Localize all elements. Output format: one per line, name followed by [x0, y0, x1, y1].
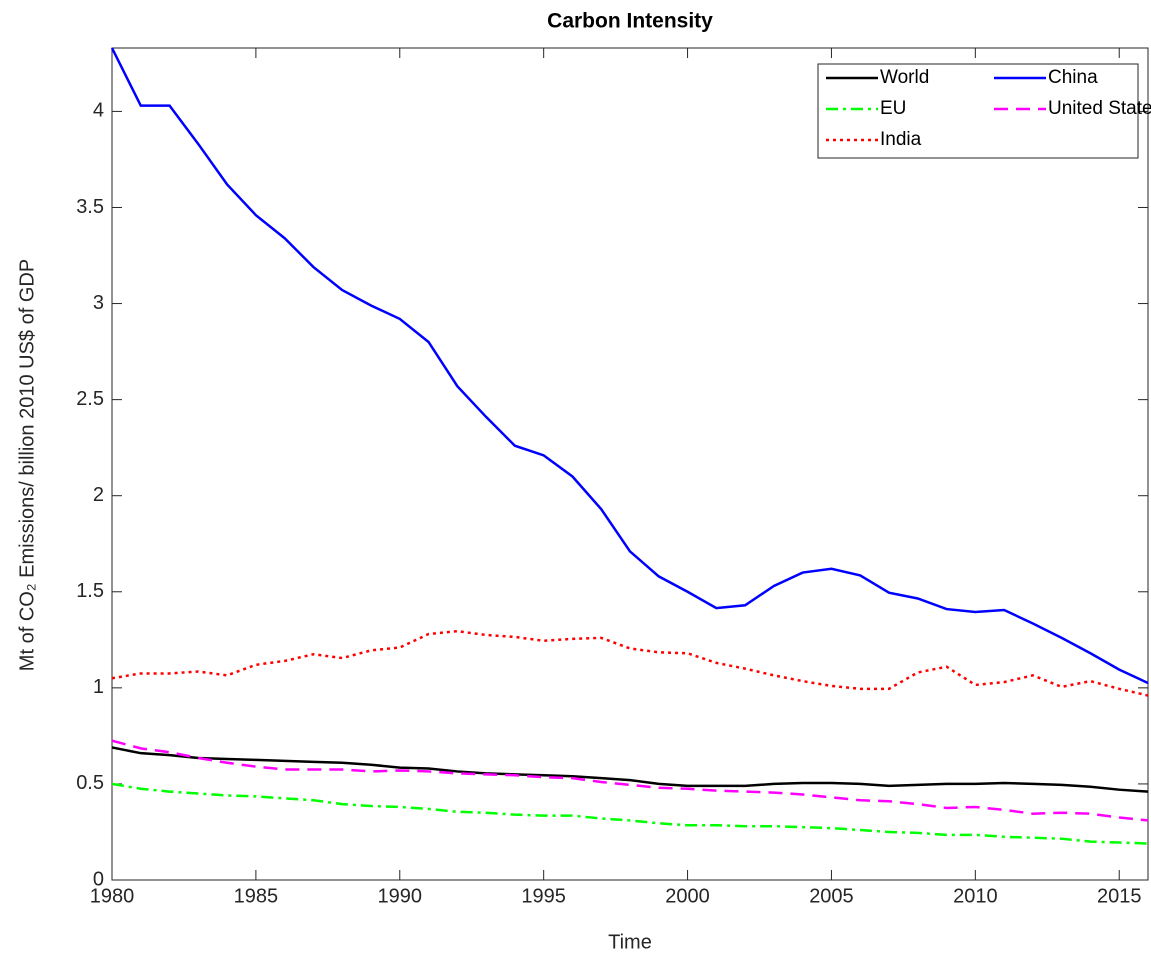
- y-tick-label: 2: [93, 484, 104, 506]
- y-tick-label: 1.5: [76, 580, 104, 602]
- y-tick-label: 3.5: [76, 196, 104, 218]
- legend-box: [817, 63, 1139, 159]
- legend-label: India: [880, 129, 922, 150]
- y-tick-label: 0.5: [76, 772, 104, 794]
- series-line: [111, 629, 1149, 697]
- legend-label: World: [880, 67, 929, 88]
- series-line: [111, 739, 1149, 822]
- series-line: [111, 746, 1149, 793]
- x-tick-label: 2015: [1097, 885, 1142, 907]
- x-tick-label: 2000: [665, 885, 710, 907]
- x-tick-label: 2010: [953, 885, 998, 907]
- y-tick-label: 2.5: [76, 388, 104, 410]
- plot-frame: [111, 47, 1149, 881]
- legend-label: China: [1048, 67, 1098, 88]
- x-tick-label: 2005: [809, 885, 854, 907]
- x-tick-label: 1995: [521, 885, 566, 907]
- y-tick-label: 0: [93, 868, 104, 890]
- x-axis-label: Time: [608, 931, 652, 953]
- x-tick-label: 1985: [234, 885, 279, 907]
- chart-title: Carbon Intensity: [547, 10, 713, 33]
- y-tick-label: 3: [93, 292, 104, 314]
- x-tick-label: 1980: [90, 885, 135, 907]
- legend-label: United States: [1048, 98, 1151, 119]
- legend-label: EU: [880, 98, 906, 119]
- series-line: [110, 47, 1149, 685]
- y-tick-label: 4: [93, 100, 104, 122]
- y-tick-label: 1: [93, 676, 104, 698]
- x-tick-label: 1990: [378, 885, 423, 907]
- y-axis-label: Mt of CO₂ Emissions/ billion 2010 US$ of…: [16, 259, 38, 671]
- series-line: [111, 782, 1149, 845]
